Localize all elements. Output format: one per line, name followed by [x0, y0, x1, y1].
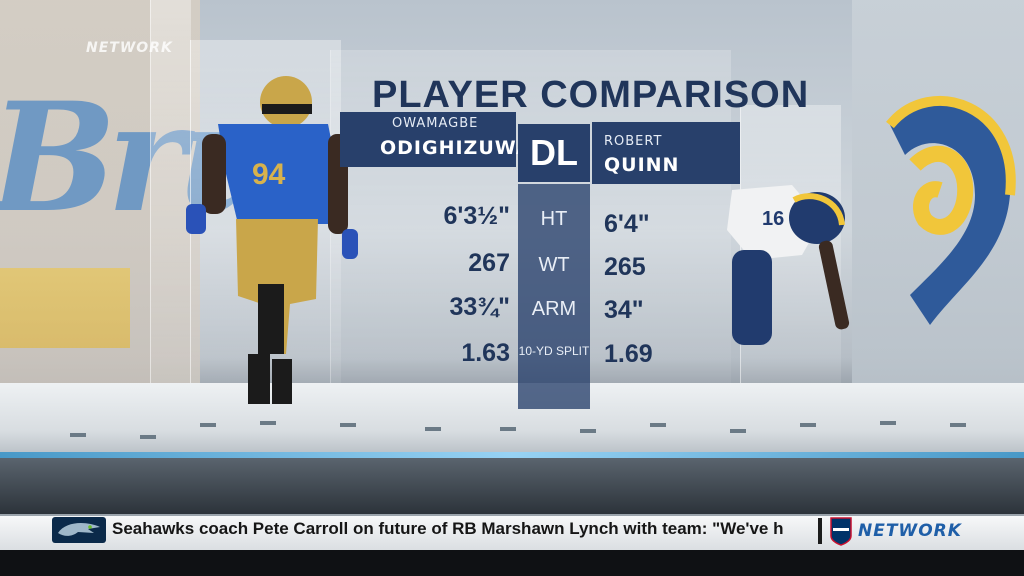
stat-label-split: 10-YD SPLIT — [518, 344, 590, 358]
left-player-name-header: OWAMAGBE ODIGHIZUWA — [340, 112, 531, 167]
left-stat-height: 6'3½" — [443, 202, 510, 230]
right-player-first-name: ROBERT — [604, 134, 663, 149]
left-player-image: 94 — [186, 76, 358, 404]
right-stat-weight: 265 — [604, 253, 646, 281]
right-jersey-number: 16 — [762, 208, 784, 230]
glass-pillar — [150, 0, 191, 390]
screen-bottom-bar — [0, 550, 1024, 576]
left-stat-weight: 267 — [468, 249, 510, 277]
right-stat-arm: 34" — [604, 296, 644, 324]
network-watermark: NETWORK — [86, 40, 173, 56]
right-stat-height: 6'4" — [604, 210, 650, 238]
right-player-name-header: ROBERT QUINN — [592, 122, 740, 184]
studio-floor — [0, 383, 1024, 463]
right-player-image: 16 — [727, 185, 850, 345]
ticker-divider — [818, 518, 822, 544]
left-player-first-name: OWAMAGBE — [392, 116, 479, 131]
position-header: DL — [518, 124, 590, 182]
left-player-last-name: ODIGHIZUWA — [380, 137, 532, 159]
stat-label-column: HT WT ARM 10-YD SPLIT — [518, 184, 590, 409]
left-stat-split: 1.63 — [461, 339, 510, 367]
right-stat-split: 1.69 — [604, 340, 653, 368]
position-label: DL — [530, 132, 578, 173]
graphic-title: PLAYER COMPARISON — [372, 74, 810, 116]
ticker-network-brand: NETWORK — [858, 521, 962, 541]
ticker-headline: Seahawks coach Pete Carroll on future of… — [112, 519, 784, 538]
seahawks-icon — [58, 523, 100, 536]
stat-label-height: HT — [540, 208, 568, 230]
floor-light-strip — [0, 452, 1024, 458]
seahawks-logo — [52, 517, 106, 543]
left-stat-arm: 33¾" — [449, 293, 510, 321]
left-jersey-number: 94 — [252, 158, 286, 191]
studio-lower-area — [0, 458, 1024, 514]
nfl-shield-icon — [830, 517, 852, 546]
stat-label-arm: ARM — [531, 298, 577, 320]
right-player-last-name: QUINN — [604, 154, 680, 176]
news-ticker — [0, 514, 1024, 552]
rams-horn-logo — [886, 95, 1016, 326]
stat-label-weight: WT — [538, 254, 570, 276]
ucla-gold-band — [0, 268, 130, 348]
